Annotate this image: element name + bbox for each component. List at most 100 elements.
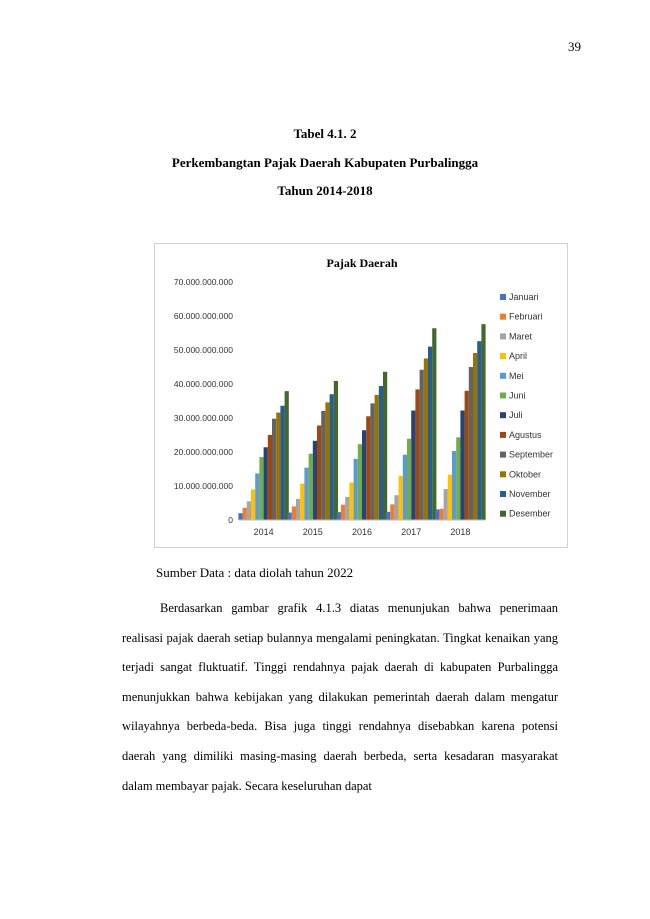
bar (432, 328, 437, 520)
bar (370, 403, 375, 520)
bar (452, 450, 457, 520)
table-title: Perkembangtan Pajak Daerah Kabupaten Pur… (171, 155, 479, 170)
legend: Januari Februari Maret April Mei Juni Juli Agus… (500, 292, 553, 519)
bar (329, 394, 334, 520)
legend-label: Desember (509, 509, 551, 519)
bar (439, 508, 444, 520)
bar (456, 437, 461, 520)
legend-label: Februari (509, 312, 543, 322)
bar (366, 416, 371, 520)
x-axis: 2014 2015 2016 2017 2018 (239, 519, 485, 537)
legend-swatch (500, 510, 506, 517)
legend-swatch (500, 353, 506, 360)
legend-swatch (500, 333, 506, 340)
x-tick-label: 2018 (450, 527, 470, 537)
legend-swatch (500, 451, 506, 458)
bar (333, 380, 338, 520)
bar (407, 438, 412, 520)
legend-label: Juni (509, 391, 526, 401)
bar (336, 512, 341, 520)
legend-swatch (500, 372, 506, 379)
bar (255, 473, 260, 520)
bar (468, 367, 473, 520)
bar (312, 440, 317, 520)
legend-label: November (509, 489, 551, 499)
bar (419, 369, 424, 520)
bar (390, 504, 395, 520)
legend-swatch (500, 471, 506, 478)
chart-frame: Pajak Daerah 0 10.000.000.000 20.000.000.0… (154, 243, 568, 548)
legend-label: Oktober (509, 469, 541, 479)
body-paragraph: Berdasarkan gambar grafik 4.1.3 diatas m… (122, 594, 558, 801)
x-tick-label: 2016 (352, 527, 372, 537)
chart-title: Pajak Daerah (327, 256, 398, 270)
bar (435, 509, 440, 520)
y-tick-label: 40.000.000.000 (174, 379, 233, 389)
table-number: Tabel 4.1. 2 (293, 126, 357, 141)
legend-swatch (500, 294, 506, 300)
bar (272, 418, 277, 520)
bar (447, 474, 452, 520)
bar (267, 435, 272, 520)
x-tick-label: 2015 (303, 527, 323, 537)
bar (259, 457, 264, 520)
y-tick-label: 10.000.000.000 (174, 481, 233, 491)
legend-swatch (500, 392, 506, 399)
table-years: Tahun 2014-2018 (277, 183, 373, 198)
bar (481, 324, 486, 520)
bar (251, 489, 256, 520)
bar (317, 425, 322, 520)
page-number: 39 (568, 39, 581, 54)
bar (428, 346, 433, 520)
bar (284, 391, 289, 520)
legend-label: April (509, 351, 527, 361)
y-tick-label: 50.000.000.000 (174, 345, 233, 355)
bar (287, 512, 292, 520)
y-tick-label: 60.000.000.000 (174, 311, 233, 321)
bar (321, 410, 326, 520)
source-note: Sumber Data : data diolah tahun 2022 (156, 565, 354, 580)
bar (349, 482, 354, 520)
bar (276, 412, 281, 520)
bar (460, 410, 465, 520)
bar (304, 467, 309, 520)
y-axis: 0 10.000.000.000 20.000.000.000 30.000.000.… (174, 277, 233, 525)
bar (300, 483, 305, 520)
legend-label: Januari (509, 292, 539, 302)
bar (411, 410, 416, 520)
y-tick-label: 30.000.000.000 (174, 413, 233, 423)
bar (402, 454, 407, 520)
bar (291, 506, 296, 520)
legend-swatch (500, 491, 506, 497)
bar (378, 386, 383, 520)
bar (477, 341, 482, 520)
bar (325, 402, 330, 520)
bar-chart: Pajak Daerah 0 10.000.000.000 20.000.000.0… (174, 256, 553, 537)
bar (357, 444, 362, 520)
legend-swatch (500, 313, 506, 320)
y-tick-label: 0 (228, 515, 233, 525)
bar (415, 389, 420, 520)
x-tick-label: 2017 (401, 527, 421, 537)
legend-label: Maret (509, 331, 533, 341)
bar (383, 371, 388, 520)
bar (443, 489, 448, 520)
bar (238, 513, 243, 520)
legend-label: September (509, 450, 553, 460)
bar (296, 498, 301, 520)
bar (353, 458, 358, 520)
bar (394, 495, 399, 520)
bar (263, 447, 268, 520)
legend-label: Juli (509, 410, 523, 420)
legend-swatch (500, 412, 506, 419)
bar (341, 504, 346, 520)
bar (242, 507, 247, 520)
legend-swatch (500, 431, 506, 438)
bar (473, 353, 478, 520)
bars (238, 324, 486, 520)
legend-label: Mei (509, 371, 524, 381)
bar (246, 501, 251, 520)
x-tick-label: 2014 (254, 527, 274, 537)
bar (423, 358, 428, 520)
legend-label: Agustus (509, 430, 542, 440)
